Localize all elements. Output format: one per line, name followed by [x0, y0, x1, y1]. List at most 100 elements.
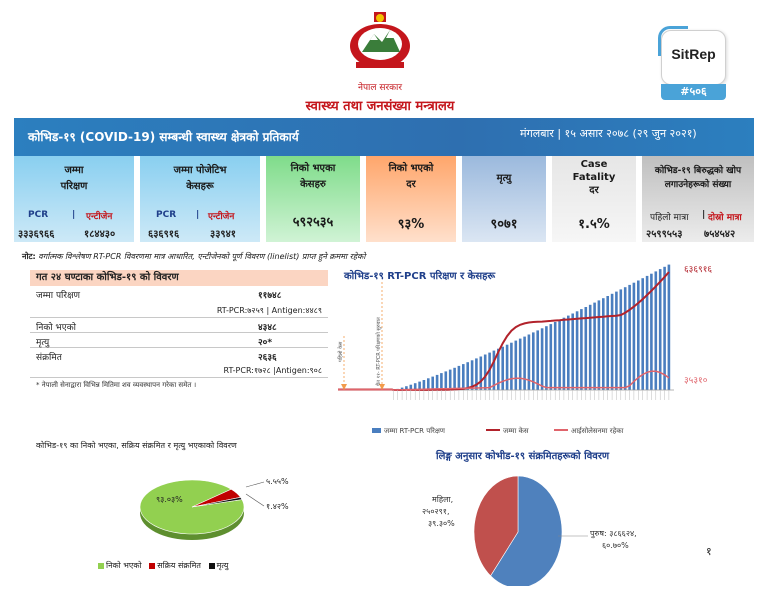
tests-bar: [602, 298, 605, 390]
pie1-slice-deaths: [191, 496, 243, 508]
tests-bar: [514, 340, 518, 390]
tests-bar: [523, 336, 526, 390]
sitrep-label: SitRep: [671, 46, 716, 62]
title-banner: [14, 118, 754, 156]
note-text: वर्गात्मक विश्लेषण RT-PCR विवरणमा मात्र …: [38, 252, 366, 261]
pie1-title: कोभिड-१९ का निको भएका, सक्रिय संक्रमित र…: [36, 441, 237, 450]
tile-title: निको भएका: [290, 163, 336, 174]
legend-cases: जम्मा केस: [503, 426, 529, 435]
row-value: ११७४८: [258, 291, 282, 301]
pie2-label-female-line: ३९.३०%: [428, 519, 455, 528]
tile-sub-value: ३३३६९६६: [18, 229, 55, 240]
tests-bar: [588, 304, 592, 390]
x-tick-labels: [393, 390, 670, 400]
pie2-label-male: पुरुष: ३८६६२४, ६०.७०%: [590, 529, 639, 550]
legend-swatch-recovered: [98, 562, 104, 569]
note: नोट: वर्गात्मक विश्लेषण RT-PCR विवरणमा म…: [22, 251, 365, 262]
ministry-title: स्वास्थ्य तथा जनसंख्या मन्त्रालय: [305, 99, 455, 114]
tests-bar: [479, 356, 483, 390]
tests-bar: [536, 330, 539, 390]
legend-deaths: मृत्यु: [216, 561, 229, 570]
tile-sub-label: PCR: [156, 210, 177, 220]
page-number: १: [706, 545, 712, 558]
tile-title: कोभिड-१९ बिरुद्धको खोप: [654, 166, 742, 176]
pie2-label-female: महिला, २५०२९१, ३९.३०%: [422, 494, 456, 528]
tests-bar: [483, 354, 487, 390]
pie1-label-recovered: ९३.०३%: [156, 495, 183, 504]
tile-title: जम्मा: [64, 165, 84, 176]
tests-bar: [593, 302, 596, 390]
tests-bar: [597, 300, 601, 390]
pie1-leader-deaths: [245, 493, 265, 507]
row-label: संक्रमित: [36, 353, 62, 363]
sitrep-arc-decoration: [658, 26, 688, 56]
tests-bar: [549, 324, 553, 390]
tile-vaccination: कोभिड-१९ बिरुद्धको खोप लगाउनेहरूको संख्य…: [642, 156, 754, 242]
tests-bar: [628, 284, 631, 390]
table-row: जम्मा परिक्षण ११७४८ RT-PCR:७२५९ | Antige…: [30, 286, 328, 318]
row-label: निको भएको: [36, 323, 76, 333]
row-value: २६३६: [258, 353, 277, 363]
tests-bar: [663, 266, 666, 390]
last-24h-table: गत २४ घण्टाका कोभिड-१९ को विवरण जम्मा पर…: [30, 270, 328, 390]
tests-bar: [527, 334, 531, 390]
tests-bar: [435, 374, 439, 390]
tests-bar: [497, 348, 500, 390]
pie1-label-deaths: १.४२%: [266, 502, 289, 511]
nepal-emblem-icon: [350, 12, 410, 68]
tests-bar: [632, 282, 636, 390]
legend-recovered: निको भएको: [106, 561, 142, 570]
row-sub: RT-PCR:७२५९ | Antigen:४४८९: [216, 306, 322, 315]
tile-title: दर: [589, 185, 599, 196]
tile-sub-sep: |: [196, 210, 200, 220]
tests-bar: [571, 313, 574, 390]
legend-active: सक्रिय संक्रमित: [157, 561, 201, 570]
tile-sub-value: १८४४३०: [84, 229, 116, 240]
pie2-title: लिङ्ग अनुसार कोभीड-१९ संक्रमितहरूको विवर…: [436, 451, 610, 462]
tests-bar: [405, 386, 408, 390]
tile-value: ९०७१: [490, 217, 518, 232]
tile-sub-value: २५९९५५३: [646, 229, 683, 240]
tests-bar: [475, 358, 478, 390]
tile-title: जम्मा पोजेटिभ: [173, 165, 227, 176]
table-row: निको भएको ४३४८: [30, 318, 328, 333]
pie2-label-male-line: ६०.७०%: [602, 541, 629, 550]
pie1-label-active: ५.५५%: [266, 477, 289, 486]
tests-bar: [553, 322, 557, 390]
legend-swatch-deaths: [208, 562, 215, 569]
tile-case-fatality: Case Fatality दर १.५%: [552, 156, 636, 242]
sitrep-badge: [661, 30, 726, 85]
cases-end-label: ६३६९१६: [684, 265, 712, 275]
government-label: नेपाल सरकार: [357, 83, 403, 93]
row-sub: RT-PCR:१७२८ |Antigen:९०८: [223, 366, 322, 375]
tests-bar: [575, 311, 579, 390]
tests-bar: [580, 309, 583, 390]
tests-bar: [610, 293, 614, 390]
tests-bar: [650, 273, 653, 390]
tile-recovered: निको भएका केसहरु ५९२५३५: [266, 156, 360, 242]
pie2-slices: [473, 475, 563, 586]
tests-bar: [431, 376, 434, 390]
tests-bar: [501, 346, 504, 390]
tests-bar: [413, 383, 417, 390]
tile-title: Case: [580, 159, 608, 170]
line-chart-title: कोभिड-१९ RT-PCR परिक्षण र केसहरू: [344, 271, 496, 282]
tests-bar: [400, 387, 404, 390]
sitrep-number: #५०६: [661, 84, 726, 100]
tile-total-positive: जम्मा पोजेटिभ केसहरू PCR | एन्टीजेन ६३६९…: [140, 156, 260, 242]
tile-value: १.५%: [578, 217, 610, 232]
tile-title: लगाउनेहरूको संख्या: [664, 180, 732, 190]
tests-bar: [532, 332, 535, 390]
rtpcr-start-arrow: [379, 384, 385, 390]
tile-sub-label: PCR: [28, 210, 49, 220]
tests-bar: [562, 317, 566, 390]
tile-sub-label: एन्टीजेन: [86, 212, 113, 222]
tests-bar: [615, 291, 618, 390]
tests-bar: [545, 326, 548, 390]
tests-bar: [558, 319, 561, 390]
row-label: मृत्यु: [36, 338, 50, 348]
tile-title: Fatality: [572, 172, 616, 183]
pie1-legend: निको भएको सक्रिय संक्रमित मृत्यु: [98, 560, 228, 571]
annotation-rtpcr-start: चैत ११- RT-PCR परिक्षणको सुरुवात: [375, 317, 382, 386]
legend-swatch-tests: [372, 428, 381, 433]
